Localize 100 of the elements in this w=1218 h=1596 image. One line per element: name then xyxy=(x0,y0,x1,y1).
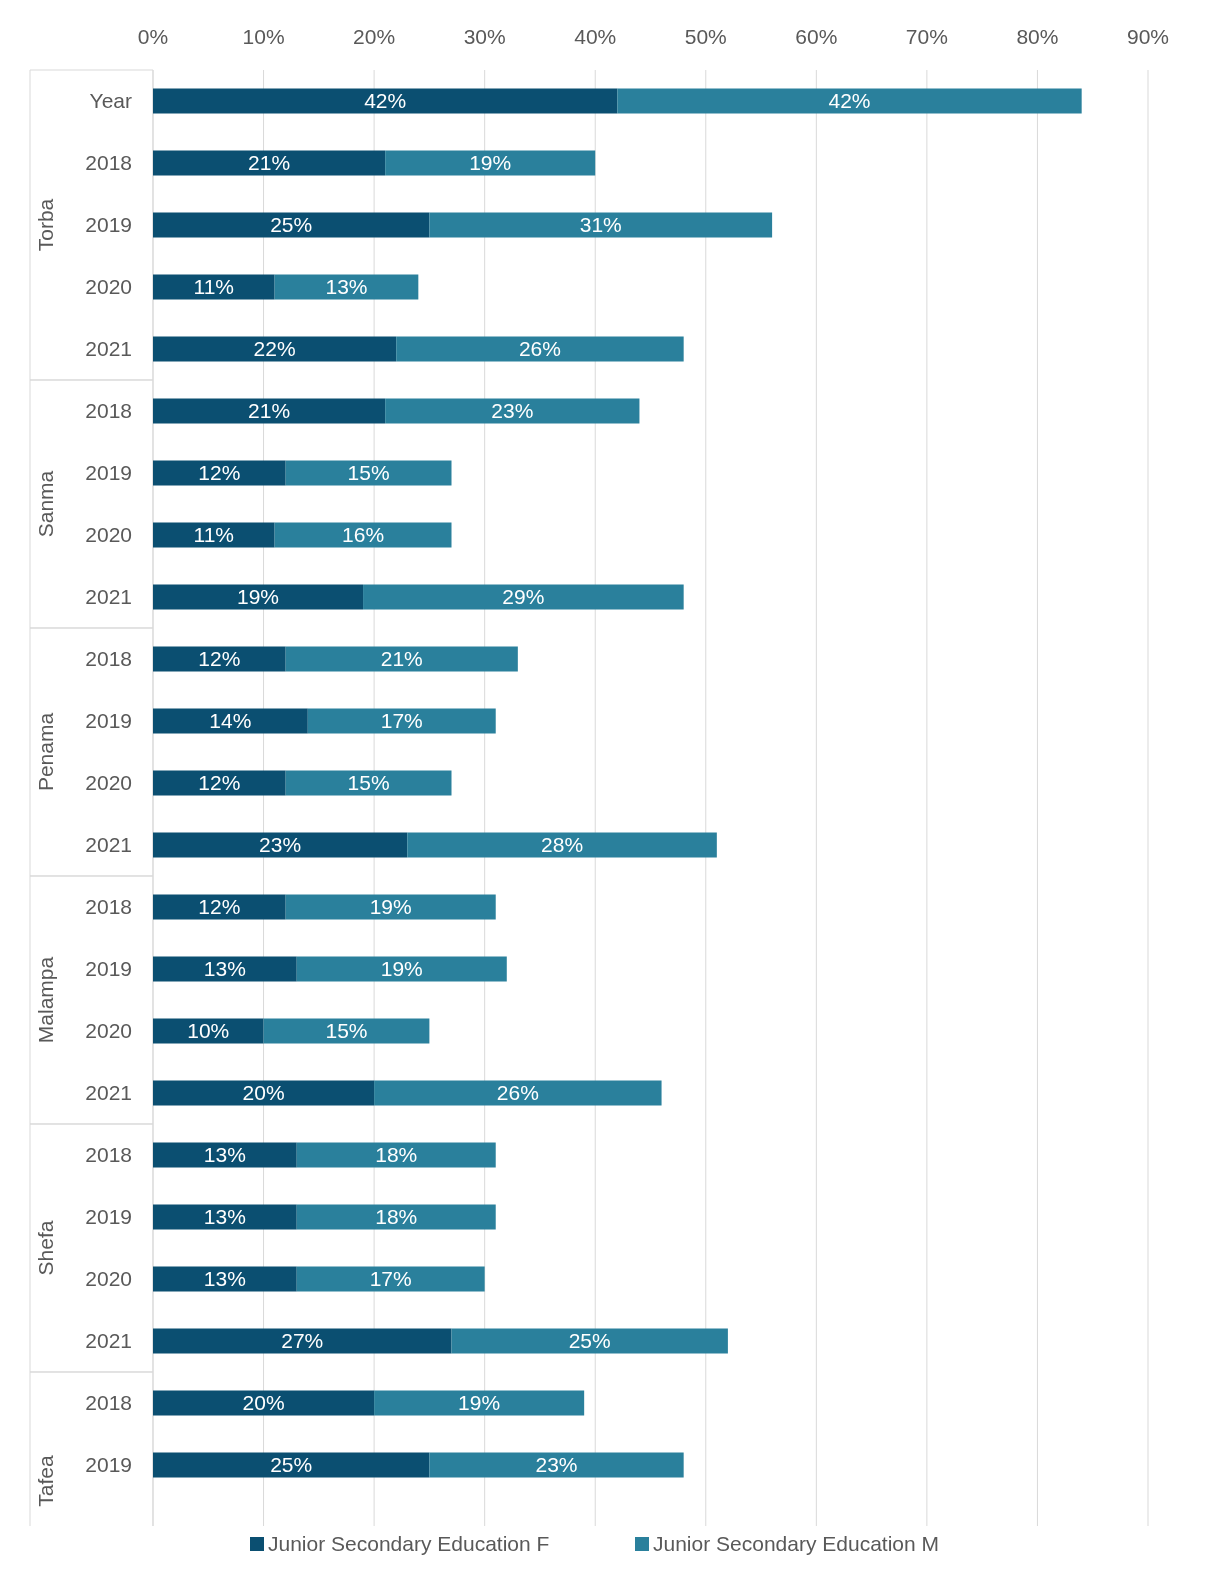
bar xyxy=(153,956,297,982)
data-label: 17% xyxy=(369,1267,412,1291)
bar xyxy=(153,460,286,486)
data-label: 13% xyxy=(203,1267,246,1291)
text: Penama xyxy=(34,712,57,792)
data-label: 19% xyxy=(369,895,412,919)
y-tick-label: 2019 xyxy=(85,1453,132,1477)
bar xyxy=(274,274,419,300)
data-label: 27% xyxy=(281,1329,324,1353)
data-label: 20% xyxy=(242,1081,285,1105)
bar xyxy=(451,1328,728,1354)
x-tick-label: 60% xyxy=(795,25,838,48)
y-tick-label: Year xyxy=(89,89,132,113)
data-label: 13% xyxy=(325,275,368,299)
data-label: 11% xyxy=(193,275,235,299)
bar xyxy=(153,150,386,176)
bar xyxy=(153,212,430,238)
text: Torba xyxy=(34,198,57,252)
y-tick-label: 2018 xyxy=(85,895,132,919)
bar xyxy=(374,1390,585,1416)
data-label: 23% xyxy=(491,399,534,423)
y-tick-label: 2021 xyxy=(85,833,132,857)
data-label: 25% xyxy=(270,1453,313,1477)
x-tick-label: 10% xyxy=(242,25,285,48)
y-tick-label: 2018 xyxy=(85,1143,132,1167)
text: Tafea xyxy=(34,1454,57,1507)
data-label: 23% xyxy=(535,1453,578,1477)
x-tick-label: 90% xyxy=(1126,25,1170,48)
data-label: 12% xyxy=(198,895,241,919)
bar xyxy=(429,1452,684,1478)
data-label: 19% xyxy=(469,151,512,175)
bar xyxy=(153,646,286,672)
bar xyxy=(153,88,618,114)
x-tick-label: 80% xyxy=(1016,25,1059,48)
y-tick-label: 2020 xyxy=(85,275,132,299)
y-tick-label: 2018 xyxy=(85,647,132,671)
data-label: 25% xyxy=(270,213,313,237)
data-label: 12% xyxy=(198,461,241,485)
text: Sanma xyxy=(34,470,57,538)
y-tick-label: 2018 xyxy=(85,399,132,423)
data-label: 14% xyxy=(209,709,252,733)
y-tick-label: 2018 xyxy=(85,151,132,175)
data-label: 22% xyxy=(253,337,296,361)
x-tick-label: 50% xyxy=(684,25,727,48)
y-tick-label: 2019 xyxy=(85,1205,132,1229)
y-tick-label: 2021 xyxy=(85,1081,132,1105)
bar xyxy=(153,1266,297,1292)
y-tick-label: 2020 xyxy=(85,523,132,547)
bar xyxy=(153,1204,297,1230)
bar xyxy=(285,646,518,672)
bar xyxy=(285,894,496,920)
y-tick-label: 2019 xyxy=(85,461,132,485)
y-tick-label: 2019 xyxy=(85,709,132,733)
data-label: 10% xyxy=(187,1019,230,1043)
bar xyxy=(153,1142,297,1168)
bar xyxy=(285,770,452,796)
bar xyxy=(363,584,684,610)
y-tick-label: 2021 xyxy=(85,337,132,361)
data-label: 26% xyxy=(518,337,561,361)
data-label: 13% xyxy=(203,1205,246,1229)
bar xyxy=(374,1080,662,1106)
data-label: 15% xyxy=(325,1019,368,1043)
data-label: 26% xyxy=(496,1081,539,1105)
bar xyxy=(153,708,308,734)
bar xyxy=(385,150,596,176)
data-label: 42% xyxy=(364,89,407,113)
y-tick-label: 2019 xyxy=(85,213,132,237)
legend-label: Junior Secondary Education F xyxy=(268,1532,550,1556)
data-label: 21% xyxy=(248,151,291,175)
bar xyxy=(153,1018,264,1044)
bar xyxy=(153,584,364,610)
data-label: 17% xyxy=(380,709,423,733)
x-tick-label: 20% xyxy=(353,25,396,48)
bar xyxy=(153,274,275,300)
data-label: 12% xyxy=(198,647,241,671)
data-label: 20% xyxy=(242,1391,285,1415)
bar xyxy=(153,522,275,548)
bar xyxy=(153,1080,375,1106)
data-label: 28% xyxy=(541,833,584,857)
data-label: 23% xyxy=(259,833,302,857)
bar xyxy=(296,1204,496,1230)
text: Malampa xyxy=(34,956,57,1044)
bar xyxy=(263,1018,430,1044)
data-label: 19% xyxy=(458,1391,501,1415)
x-tick-label: 0% xyxy=(137,25,169,48)
bar xyxy=(153,398,386,424)
text: Shefa xyxy=(34,1220,57,1276)
data-label: 42% xyxy=(828,89,871,113)
y-tick-label: 2020 xyxy=(85,771,132,795)
bar xyxy=(153,894,286,920)
bar xyxy=(385,398,640,424)
data-label: 15% xyxy=(347,771,390,795)
data-label: 18% xyxy=(375,1205,418,1229)
data-label: 13% xyxy=(203,1143,246,1167)
data-label: 15% xyxy=(347,461,390,485)
data-label: 11% xyxy=(193,523,235,547)
data-label: 19% xyxy=(237,585,280,609)
x-tick-label: 70% xyxy=(905,25,948,48)
bar xyxy=(296,1142,496,1168)
x-tick-label: 30% xyxy=(463,25,506,48)
